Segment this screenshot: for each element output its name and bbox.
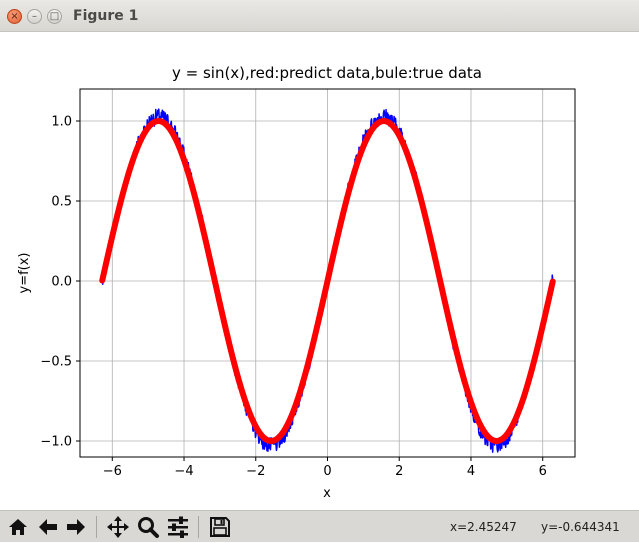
save-button[interactable]: [208, 515, 232, 539]
x-tick-label: 0: [323, 464, 331, 479]
y-tick-label: 1.0: [51, 115, 72, 130]
toolbar-separator: [198, 516, 199, 538]
x-tick-label: −2: [246, 464, 265, 479]
y-tick-label: −1.0: [40, 435, 72, 450]
x-tick-label: −4: [174, 464, 193, 479]
series-layer: [99, 108, 556, 453]
window-title: Figure 1: [73, 8, 139, 24]
save-floppy-icon: [210, 517, 230, 537]
figure-background: [0, 32, 639, 510]
subplots-config-icon: [168, 516, 188, 538]
home-button[interactable]: [6, 515, 30, 539]
y-tick-label: 0.5: [51, 195, 72, 210]
x-tick-label: −6: [103, 464, 122, 479]
x-tick-label: 6: [539, 464, 547, 479]
pan-button[interactable]: [106, 515, 130, 539]
home-icon: [9, 519, 27, 535]
x-axis-label: x: [323, 486, 331, 501]
x-tick-label: 4: [467, 464, 475, 479]
y-tick-label: 0.0: [51, 275, 72, 290]
cursor-x-readout: x=2.45247: [450, 520, 517, 534]
y-tick-label: −0.5: [40, 355, 72, 370]
navigation-toolbar: x=2.45247 y=-0.644341: [0, 510, 639, 542]
forward-button[interactable]: [64, 515, 88, 539]
back-button[interactable]: [36, 515, 60, 539]
ticks: −6 −4 −2 0 2 4 6 −1.0 −0.5 0.0 0.5 1.0: [40, 115, 546, 480]
forward-arrow-icon: [67, 519, 85, 535]
zoom-magnifier-icon: [138, 517, 159, 538]
cursor-y-readout: y=-0.644341: [541, 520, 620, 534]
minimize-window-button[interactable]: –: [27, 9, 42, 24]
zoom-button[interactable]: [136, 515, 160, 539]
maximize-window-button[interactable]: □: [47, 9, 62, 24]
predict-data-line: [99, 118, 556, 444]
toolbar-separator: [96, 516, 97, 538]
x-tick-label: 2: [395, 464, 403, 479]
figure-canvas[interactable]: y = sin(x),red:predict data,bule:true da…: [0, 32, 639, 510]
configure-subplots-button[interactable]: [166, 515, 190, 539]
chart-title: y = sin(x),red:predict data,bule:true da…: [172, 64, 482, 82]
window-titlebar: × – □ Figure 1: [0, 0, 639, 32]
back-arrow-icon: [39, 519, 57, 535]
y-axis-label: y=f(x): [17, 253, 32, 294]
close-window-button[interactable]: ×: [7, 9, 22, 24]
pan-move-icon: [107, 516, 129, 538]
